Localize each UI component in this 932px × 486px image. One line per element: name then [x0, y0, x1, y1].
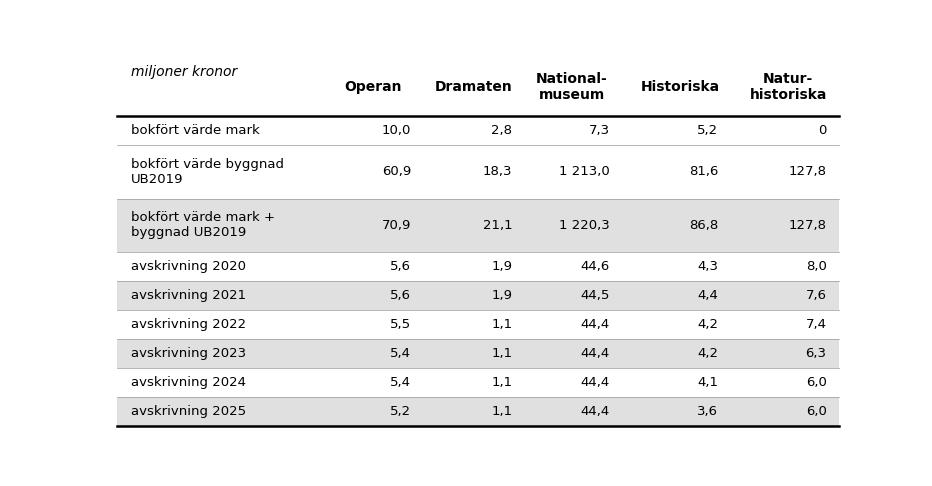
Text: Historiska: Historiska [640, 80, 720, 94]
Text: 5,2: 5,2 [697, 124, 719, 138]
Text: 1,1: 1,1 [491, 405, 513, 418]
Text: avskrivning 2020: avskrivning 2020 [130, 260, 246, 273]
Text: 86,8: 86,8 [689, 219, 719, 232]
Text: 1,1: 1,1 [491, 376, 513, 389]
Text: 1,1: 1,1 [491, 318, 513, 331]
Text: 2,8: 2,8 [491, 124, 513, 138]
Text: 7,6: 7,6 [805, 289, 827, 302]
Text: 5,6: 5,6 [391, 289, 411, 302]
Text: 44,4: 44,4 [581, 376, 610, 389]
Text: National-
museum: National- museum [536, 72, 608, 103]
Text: avskrivning 2025: avskrivning 2025 [130, 405, 246, 418]
Text: 10,0: 10,0 [382, 124, 411, 138]
Text: 5,4: 5,4 [391, 376, 411, 389]
Text: 44,4: 44,4 [581, 318, 610, 331]
Text: 70,9: 70,9 [382, 219, 411, 232]
Text: avskrivning 2024: avskrivning 2024 [130, 376, 246, 389]
Text: 1,9: 1,9 [491, 260, 513, 273]
Text: 44,4: 44,4 [581, 347, 610, 360]
Text: 4,1: 4,1 [697, 376, 719, 389]
Text: 3,6: 3,6 [697, 405, 719, 418]
Text: 127,8: 127,8 [788, 165, 827, 178]
Text: 21,1: 21,1 [483, 219, 513, 232]
Text: 5,5: 5,5 [391, 318, 411, 331]
Text: bokfört värde byggnad
UB2019: bokfört värde byggnad UB2019 [130, 158, 284, 186]
Bar [116, 281, 839, 310]
Text: 1 213,0: 1 213,0 [559, 165, 610, 178]
Text: Dramaten: Dramaten [435, 80, 513, 94]
Text: 8,0: 8,0 [805, 260, 827, 273]
Text: 1 220,3: 1 220,3 [559, 219, 610, 232]
Text: 7,4: 7,4 [805, 318, 827, 331]
Text: 4,3: 4,3 [697, 260, 719, 273]
Text: 18,3: 18,3 [483, 165, 513, 178]
Text: 5,6: 5,6 [391, 260, 411, 273]
Text: miljoner kronor: miljoner kronor [130, 65, 238, 79]
Text: 5,2: 5,2 [391, 405, 411, 418]
Text: 7,3: 7,3 [589, 124, 610, 138]
Text: Operan: Operan [344, 80, 402, 94]
Text: 4,4: 4,4 [697, 289, 719, 302]
Text: avskrivning 2023: avskrivning 2023 [130, 347, 246, 360]
Text: 127,8: 127,8 [788, 219, 827, 232]
Text: 60,9: 60,9 [382, 165, 411, 178]
Text: avskrivning 2021: avskrivning 2021 [130, 289, 246, 302]
Text: 6,0: 6,0 [805, 405, 827, 418]
Text: 81,6: 81,6 [689, 165, 719, 178]
Text: avskrivning 2022: avskrivning 2022 [130, 318, 246, 331]
Text: 1,1: 1,1 [491, 347, 513, 360]
Text: 4,2: 4,2 [697, 347, 719, 360]
Text: 44,5: 44,5 [581, 289, 610, 302]
Text: 44,4: 44,4 [581, 405, 610, 418]
Text: Natur-
historiska: Natur- historiska [749, 72, 827, 103]
Text: 6,3: 6,3 [805, 347, 827, 360]
Text: bokfört värde mark +
byggnad UB2019: bokfört värde mark + byggnad UB2019 [130, 211, 275, 240]
Text: 1,9: 1,9 [491, 289, 513, 302]
Text: bokfört värde mark: bokfört värde mark [130, 124, 260, 138]
Text: 5,4: 5,4 [391, 347, 411, 360]
Bar [116, 339, 839, 368]
Bar [116, 199, 839, 252]
Text: 0: 0 [818, 124, 827, 138]
Bar [116, 397, 839, 426]
Text: 4,2: 4,2 [697, 318, 719, 331]
Text: 44,6: 44,6 [581, 260, 610, 273]
Text: 6,0: 6,0 [805, 376, 827, 389]
